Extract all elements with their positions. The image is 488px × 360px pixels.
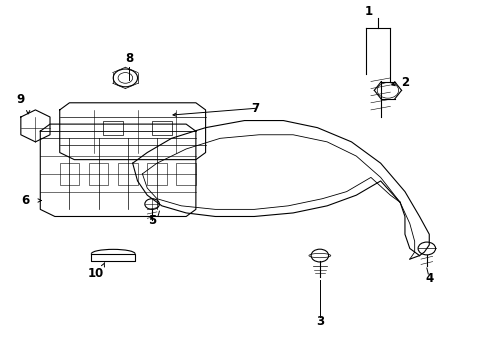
Text: 10: 10 — [88, 267, 104, 280]
Text: 2: 2 — [400, 76, 408, 89]
Text: 8: 8 — [125, 53, 133, 66]
Bar — [103, 121, 122, 135]
Text: 6: 6 — [21, 194, 30, 207]
Bar — [89, 163, 108, 185]
Text: 5: 5 — [147, 213, 156, 226]
Bar — [60, 163, 79, 185]
Bar — [118, 163, 137, 185]
Bar — [152, 121, 171, 135]
Text: 9: 9 — [17, 93, 25, 106]
Text: 7: 7 — [250, 102, 259, 114]
Bar — [147, 163, 166, 185]
Text: 1: 1 — [364, 5, 372, 18]
Bar — [176, 163, 196, 185]
Text: 3: 3 — [315, 315, 323, 328]
Text: 4: 4 — [424, 272, 432, 285]
